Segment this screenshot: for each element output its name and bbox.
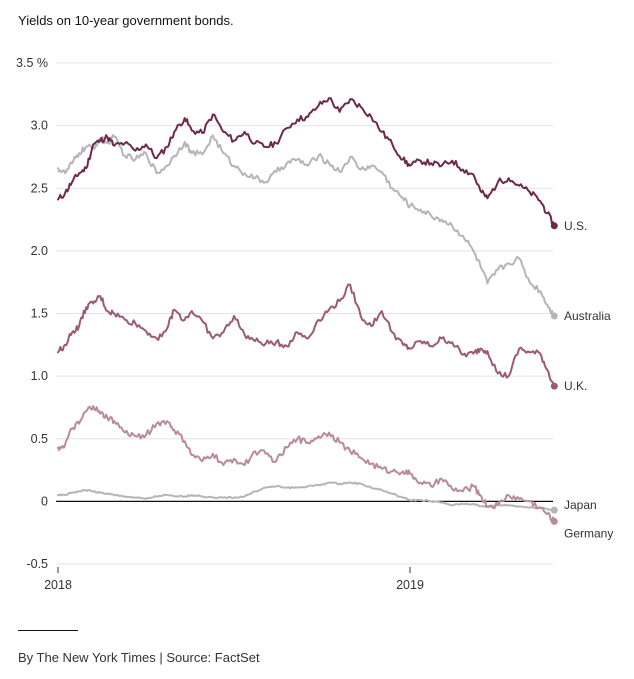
series-label: Australia	[564, 309, 611, 323]
chart-subtitle: Yields on 10-year government bonds.	[18, 13, 234, 28]
series-line-australia	[57, 134, 556, 318]
series-end-dot	[550, 312, 558, 320]
y-tick-label: 2.5	[31, 181, 48, 195]
x-tick-label: 2019	[396, 578, 424, 592]
source-credit: By The New York Times | Source: FactSet	[18, 650, 260, 665]
footer-divider	[18, 630, 78, 631]
y-tick-label: 3.0	[31, 119, 48, 133]
x-tick-label: 2018	[44, 578, 72, 592]
y-tick-label: 1.0	[31, 369, 48, 383]
series-label: U.S.	[564, 219, 587, 233]
series-line-us	[57, 97, 556, 227]
y-tick-label: 0	[41, 494, 48, 508]
series-labels: Australia Japan Germany U.K. U.S.	[564, 219, 613, 541]
y-tick-label: -0.5	[26, 557, 48, 571]
series-line-uk	[57, 283, 556, 388]
gridlines	[56, 62, 553, 565]
y-tick-label: 3.5 %	[16, 56, 48, 70]
x-axis-ticks: 2018 2019	[44, 567, 424, 592]
series-end-dot	[550, 222, 558, 230]
y-tick-label: 1.5	[31, 307, 48, 321]
series-end-dot	[550, 506, 558, 514]
series-line-japan	[57, 481, 556, 512]
y-tick-label: 0.5	[31, 432, 48, 446]
series-end-dot	[550, 517, 558, 525]
series-end-dot	[550, 382, 558, 390]
series-lines	[57, 97, 558, 525]
series-label: Japan	[564, 498, 597, 512]
y-axis-ticks: 3.5 % 3.0 2.5 2.0 1.5 1.0 0.5 0 -0.5	[16, 56, 48, 571]
series-label: U.K.	[564, 379, 587, 393]
y-tick-label: 2.0	[31, 244, 48, 258]
series-line-germany	[57, 405, 556, 523]
series-label: Germany	[564, 526, 613, 540]
